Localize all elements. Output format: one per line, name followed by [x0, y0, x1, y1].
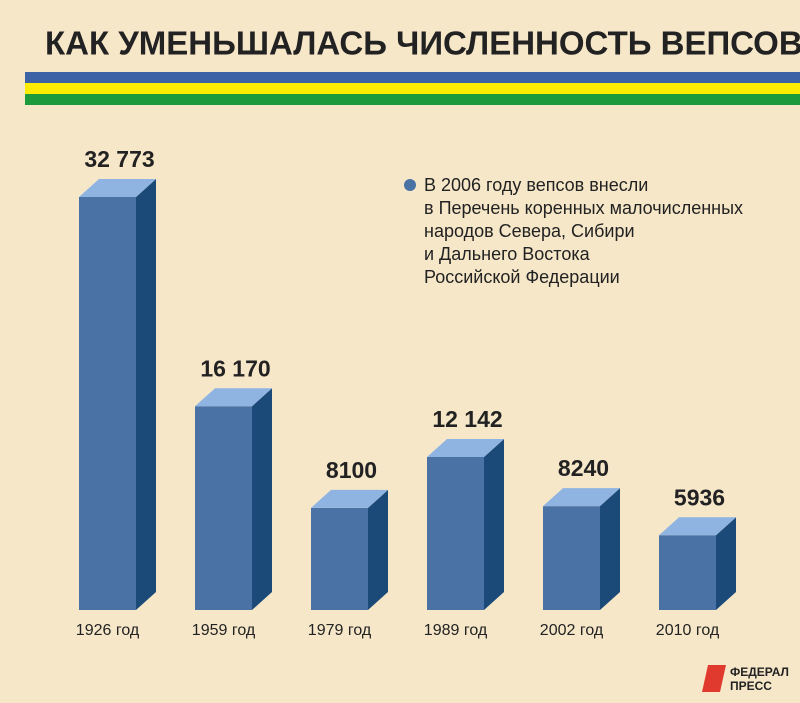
bar-top	[79, 179, 156, 197]
bar-side	[600, 488, 620, 610]
annotation: Российской Федерации	[424, 267, 620, 287]
bar-top	[427, 438, 504, 457]
x-tick-label: 1926 год	[76, 622, 140, 639]
bar-side	[368, 489, 388, 610]
logo-text: ФЕДЕРАЛ	[730, 665, 789, 679]
bar-top	[659, 517, 736, 536]
bar	[659, 535, 716, 610]
bar-side	[716, 517, 736, 610]
bar	[427, 456, 484, 610]
value-label: 12 142	[432, 406, 502, 432]
annotation: народов Севера, Сибири	[424, 221, 635, 241]
value-label: 16 170	[200, 355, 270, 381]
bullet	[404, 179, 416, 191]
stripe-blue	[25, 72, 800, 83]
logo-icon	[702, 665, 726, 692]
bar-top	[311, 489, 388, 508]
logo-text: ПРЕСС	[730, 679, 772, 693]
value-label: 8240	[558, 455, 609, 481]
annotation: В 2006 году вепсов внесли	[424, 175, 648, 195]
bar-side	[136, 179, 156, 610]
bar-top	[195, 388, 272, 407]
bar	[79, 197, 136, 610]
x-tick-label: 1959 год	[192, 622, 256, 639]
x-tick-label: 2002 год	[540, 622, 604, 639]
bar-side	[252, 388, 272, 610]
x-tick-label: 1979 год	[308, 622, 372, 639]
bar	[311, 507, 368, 610]
x-tick-label: 2010 год	[656, 622, 720, 639]
x-tick-label: 1989 год	[424, 622, 488, 639]
chart-title: КАК УМЕНЬШАЛАСЬ ЧИСЛЕННОСТЬ ВЕПСОВ	[45, 25, 800, 62]
value-label: 5936	[674, 484, 725, 510]
bar-side	[484, 438, 504, 610]
value-label: 32 773	[84, 146, 154, 172]
stripe-yellow	[25, 83, 800, 94]
bar-top	[543, 488, 620, 507]
annotation: и Дальнего Востока	[424, 244, 591, 264]
logo: ФЕДЕРАЛ ПРЕСС	[702, 665, 789, 693]
annotation: в Перечень коренных малочисленных	[424, 198, 743, 218]
bar	[195, 406, 252, 610]
stripe-green	[25, 94, 800, 105]
value-label: 8100	[326, 457, 377, 483]
bar	[543, 506, 600, 610]
